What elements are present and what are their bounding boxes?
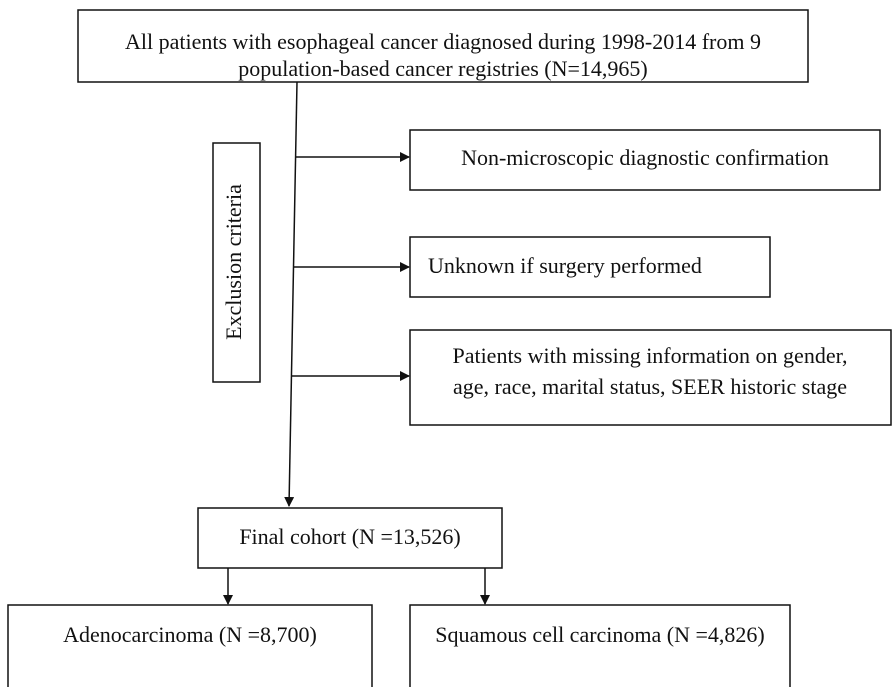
node-label: All patients with esophageal cancer diag… [125,29,761,54]
node-label: population-based cancer registries (N=14… [238,56,648,81]
box [77,9,809,83]
box [197,507,503,569]
connectors [223,81,490,605]
side-label: Exclusion criteria [221,184,246,340]
node-label: age, race, marital status, SEER historic… [453,374,847,399]
node-label: Squamous cell carcinoma (N =4,826) [435,622,764,647]
box [409,604,791,687]
labels: All patients with esophageal cancer diag… [63,29,847,647]
main-arrow [284,81,298,507]
node-label: Non-microscopic diagnostic confirmation [461,145,829,170]
box [7,604,373,687]
node-label: Final cohort (N =13,526) [239,524,460,549]
node-label: Unknown if surgery performed [428,253,702,278]
node-label: Adenocarcinoma (N =8,700) [63,622,317,647]
box [409,236,771,298]
side-box [212,142,261,383]
box [409,129,881,191]
box [409,329,892,426]
node-label: Patients with missing information on gen… [452,343,847,368]
